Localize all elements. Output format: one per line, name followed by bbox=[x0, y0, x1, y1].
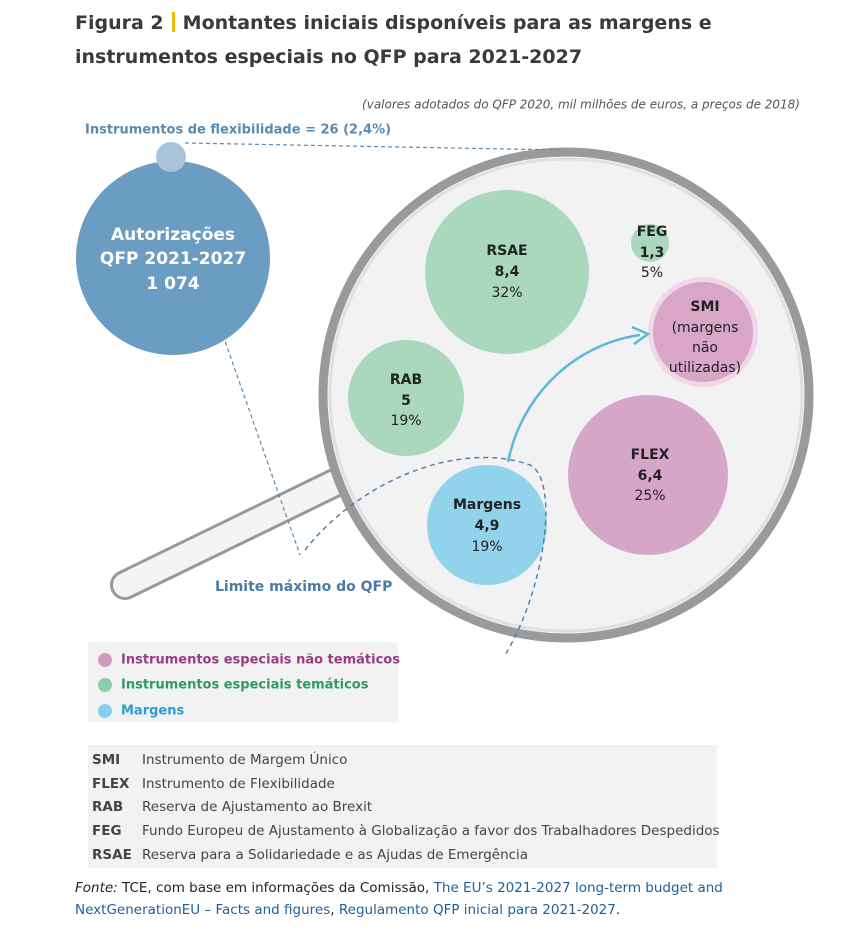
glossary-text: Reserva para a Solidariedade e as Ajudas… bbox=[142, 847, 528, 863]
legend-item: Instrumentos especiais temáticos bbox=[121, 678, 369, 693]
magnifier-handle bbox=[110, 463, 360, 600]
glossary-text: Reserva de Ajustamento ao Brexit bbox=[142, 799, 372, 815]
bubble-name: FEG bbox=[637, 224, 668, 240]
ceiling-line bbox=[304, 456, 547, 656]
commitments-value: 1 074 bbox=[146, 274, 199, 294]
source-prefix: Fonte: bbox=[75, 880, 118, 896]
bubble-rsae bbox=[425, 190, 589, 354]
bubble-smi bbox=[653, 282, 753, 382]
arrow bbox=[506, 333, 641, 463]
lens-inner-ring bbox=[328, 157, 804, 633]
bubble-name: RSAE bbox=[486, 243, 527, 259]
bubble-rab bbox=[348, 340, 464, 456]
bubble-value: 8,4 bbox=[495, 264, 520, 280]
bubble-value: 6,4 bbox=[638, 468, 663, 484]
legend-box bbox=[88, 642, 398, 722]
legend-dot bbox=[98, 653, 112, 667]
bubble-name: SMI bbox=[690, 299, 719, 315]
connector bbox=[164, 169, 301, 556]
bubble-text: não bbox=[692, 340, 718, 356]
source-link[interactable]: Regulamento QFP inicial para 2021-2027 bbox=[338, 902, 616, 918]
source-separator: , bbox=[330, 902, 339, 918]
flexibility-circle bbox=[156, 142, 186, 172]
bubble-margens bbox=[427, 465, 547, 585]
bubble-share: 25% bbox=[634, 488, 665, 504]
bubble-share: 32% bbox=[491, 285, 522, 301]
bubble-text: (margens bbox=[672, 320, 739, 336]
bubble-name: Margens bbox=[453, 497, 521, 513]
glossary-abbr: SMI bbox=[92, 752, 120, 768]
title-separator bbox=[171, 12, 175, 32]
figure-title: Figura 2 Montantes iniciais disponíveis p… bbox=[75, 6, 815, 74]
bubble-name: RAB bbox=[390, 372, 422, 388]
bubble-flex bbox=[568, 395, 728, 555]
commitments-label: QFP 2021-2027 bbox=[100, 249, 246, 269]
commitments-circle bbox=[76, 161, 270, 355]
glossary-abbr: FEG bbox=[92, 823, 122, 839]
flexibility-note: Instrumentos de flexibilidade = 26 (2,4%… bbox=[85, 123, 391, 138]
legend-dot bbox=[98, 704, 112, 718]
glossary-abbr: FLEX bbox=[92, 776, 130, 792]
bubble-share: 5% bbox=[641, 265, 663, 281]
figure-label: Figura 2 bbox=[75, 12, 164, 34]
connector bbox=[184, 142, 561, 151]
source-end: . bbox=[615, 902, 621, 918]
glossary-text: Instrumento de Margem Único bbox=[142, 750, 347, 768]
source-text: TCE, com base em informações da Comissão… bbox=[117, 880, 434, 896]
glossary-abbr: RSAE bbox=[92, 847, 132, 863]
ceiling-label: Limite máximo do QFP bbox=[215, 579, 392, 595]
bubble-share: 19% bbox=[471, 539, 502, 555]
bubble-name: FLEX bbox=[631, 447, 670, 463]
legend-item: Margens bbox=[121, 704, 184, 719]
glossary-box bbox=[88, 745, 717, 868]
glossary-text: Instrumento de Flexibilidade bbox=[142, 776, 335, 792]
subtitle: (valores adotados do QFP 2020, mil milhõ… bbox=[362, 98, 800, 112]
bubble-share: 19% bbox=[390, 413, 421, 429]
bubble-text: utilizadas) bbox=[669, 360, 741, 376]
legend-dot bbox=[98, 678, 112, 692]
source: Fonte: TCE, com base em informações da C… bbox=[75, 877, 795, 921]
bubble-value: 4,9 bbox=[475, 518, 500, 534]
bubble-value: 1,3 bbox=[640, 245, 665, 261]
commitments-label: Autorizações bbox=[111, 225, 235, 245]
arrow-head bbox=[631, 325, 651, 346]
title-text: Montantes iniciais disponíveis para as m… bbox=[75, 12, 712, 68]
source-link[interactable]: The EU’s 2021-2027 long-term budget and … bbox=[75, 880, 723, 918]
legend-item: Instrumentos especiais não temáticos bbox=[121, 653, 400, 668]
bubble-feg bbox=[631, 224, 669, 262]
glossary-text: Fundo Europeu de Ajustamento à Globaliza… bbox=[142, 823, 720, 839]
glossary-abbr: RAB bbox=[92, 799, 123, 815]
bubble-value: 5 bbox=[401, 393, 411, 409]
